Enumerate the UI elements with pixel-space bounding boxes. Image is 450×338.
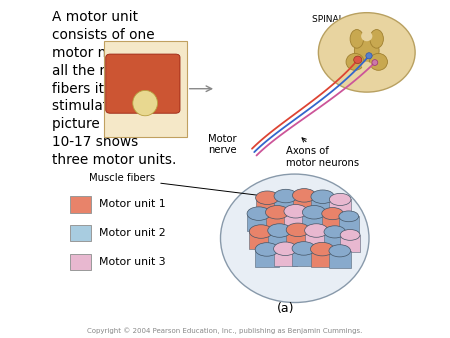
Text: A motor unit
consists of one
motor neuron and
all the muscle
fibers it
stimulate: A motor unit consists of one motor neuro…: [52, 10, 176, 167]
Ellipse shape: [266, 206, 289, 219]
Bar: [310, 249, 334, 267]
Bar: [266, 212, 289, 230]
Text: Copyright © 2004 Pearson Education, Inc., publishing as Benjamin Cummings.: Copyright © 2004 Pearson Education, Inc.…: [87, 327, 363, 334]
Ellipse shape: [355, 38, 379, 64]
Ellipse shape: [305, 224, 328, 237]
Ellipse shape: [329, 193, 351, 206]
Ellipse shape: [284, 204, 307, 218]
Bar: [274, 196, 297, 214]
Ellipse shape: [268, 224, 291, 237]
Text: Muscle fibers: Muscle fibers: [89, 173, 266, 198]
Ellipse shape: [354, 56, 362, 64]
Ellipse shape: [346, 53, 364, 70]
Text: Axons of
motor neurons: Axons of motor neurons: [286, 138, 359, 168]
Bar: [324, 232, 346, 249]
Bar: [305, 231, 328, 248]
Ellipse shape: [319, 13, 415, 92]
Ellipse shape: [311, 190, 334, 203]
Text: Motor unit 3: Motor unit 3: [99, 257, 166, 267]
Bar: [256, 198, 279, 215]
Ellipse shape: [339, 211, 359, 222]
Ellipse shape: [292, 189, 316, 202]
Bar: [268, 231, 291, 248]
Text: (a): (a): [277, 302, 294, 315]
Ellipse shape: [255, 243, 279, 256]
Bar: [339, 216, 359, 234]
Ellipse shape: [366, 53, 372, 59]
Ellipse shape: [256, 191, 279, 204]
Ellipse shape: [286, 223, 310, 237]
Bar: [249, 232, 273, 249]
Bar: [274, 249, 297, 266]
FancyBboxPatch shape: [70, 225, 91, 241]
Bar: [255, 249, 279, 267]
FancyBboxPatch shape: [104, 41, 187, 137]
Text: Motor
nerve: Motor nerve: [208, 134, 237, 155]
Bar: [284, 211, 307, 229]
Bar: [329, 199, 351, 217]
Ellipse shape: [220, 174, 369, 303]
Ellipse shape: [324, 226, 346, 238]
Ellipse shape: [292, 242, 315, 255]
Ellipse shape: [302, 206, 326, 219]
Ellipse shape: [350, 30, 364, 48]
Text: SPINAL CORD: SPINAL CORD: [311, 15, 373, 24]
Bar: [322, 214, 343, 231]
Bar: [292, 195, 316, 213]
Ellipse shape: [249, 225, 273, 238]
Text: Motor unit 1: Motor unit 1: [99, 199, 166, 210]
Ellipse shape: [370, 30, 383, 48]
Bar: [329, 251, 351, 268]
Text: Motor unit 2: Motor unit 2: [99, 228, 166, 238]
Ellipse shape: [322, 208, 343, 220]
Bar: [311, 197, 334, 214]
Ellipse shape: [247, 207, 270, 220]
Ellipse shape: [362, 62, 372, 70]
Bar: [292, 248, 315, 266]
FancyBboxPatch shape: [70, 196, 91, 213]
Ellipse shape: [369, 53, 387, 70]
Bar: [286, 230, 310, 247]
FancyBboxPatch shape: [106, 54, 180, 113]
Ellipse shape: [372, 60, 378, 66]
Ellipse shape: [361, 31, 373, 41]
FancyBboxPatch shape: [70, 254, 91, 270]
Ellipse shape: [310, 242, 334, 256]
Ellipse shape: [274, 242, 297, 256]
Bar: [340, 235, 360, 252]
Ellipse shape: [274, 189, 297, 203]
Bar: [247, 214, 270, 231]
Ellipse shape: [340, 230, 360, 240]
Bar: [302, 212, 326, 230]
Ellipse shape: [329, 245, 351, 257]
Ellipse shape: [133, 90, 158, 116]
